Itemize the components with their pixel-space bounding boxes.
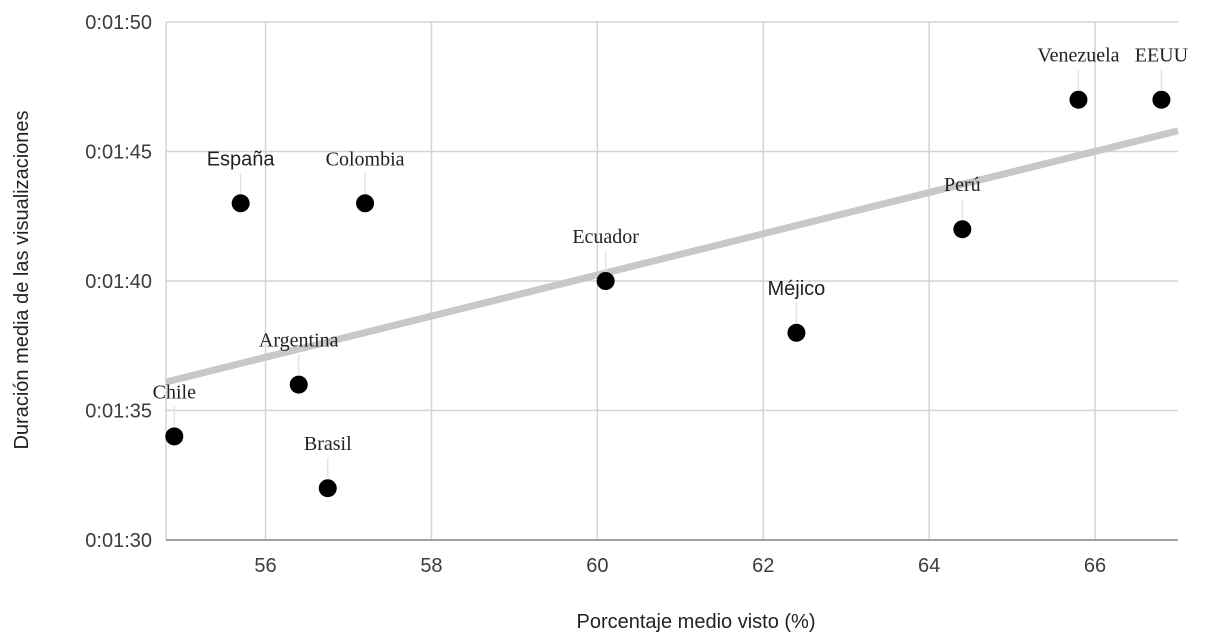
point-label: Ecuador: [572, 226, 639, 248]
x-tick-label: 62: [752, 555, 774, 577]
y-tick-label: 0:01:50: [85, 12, 152, 34]
y-tick-labels: 0:01:30 0:01:35 0:01:40 0:01:45 0:01:50: [85, 12, 152, 552]
point-label: Perú: [944, 174, 981, 196]
x-tick-labels: 56 58 60 62 64 66: [254, 555, 1106, 577]
data-point: [356, 194, 375, 213]
trendline: [165, 127, 1179, 386]
y-tick-label: 0:01:45: [85, 142, 152, 164]
y-axis-title: Duración media de las visualizaciones: [11, 110, 33, 449]
data-point: [231, 194, 250, 213]
point-label: Colombia: [326, 148, 405, 170]
x-axis-title: Porcentaje medio visto (%): [577, 611, 816, 633]
y-tick-label: 0:01:30: [85, 530, 152, 552]
label-leaders: [173, 69, 1163, 479]
data-point: [165, 427, 184, 446]
data-point: [318, 479, 337, 498]
point-label: Brasil: [304, 433, 352, 455]
point-labels: Chile España Argentina Brasil Colombia Ecuado…: [153, 45, 1189, 456]
trendline-group: [165, 127, 1179, 386]
data-points: [165, 90, 1171, 498]
x-tick-label: 58: [420, 555, 442, 577]
x-tick-label: 64: [918, 555, 940, 577]
x-tick-label: 60: [586, 555, 608, 577]
point-label: Venezuela: [1037, 45, 1119, 67]
point-label: España: [207, 148, 276, 170]
y-tick-label: 0:01:40: [85, 271, 152, 293]
point-label: Chile: [153, 381, 196, 403]
data-point: [289, 375, 308, 394]
data-point: [1069, 90, 1088, 109]
point-label: Argentina: [259, 330, 339, 352]
data-point: [787, 323, 806, 342]
data-point: [596, 272, 615, 290]
x-tick-label: 56: [254, 555, 276, 577]
point-label: EEUU: [1135, 45, 1189, 67]
x-tick-label: 66: [1084, 555, 1106, 577]
data-point: [1152, 90, 1171, 109]
y-tick-label: 0:01:35: [85, 401, 152, 423]
data-point: [953, 220, 972, 239]
point-label: Méjico: [768, 278, 826, 300]
grid: [165, 21, 1178, 541]
